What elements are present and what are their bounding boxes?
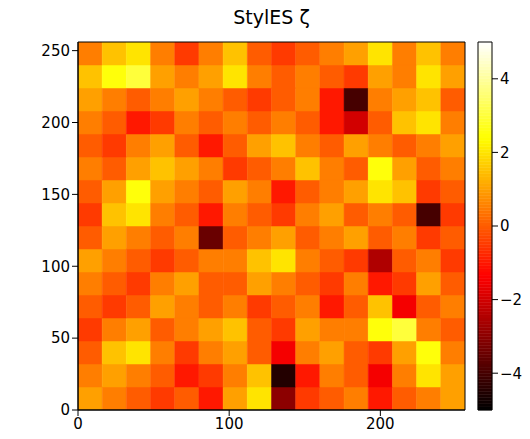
svg-text:50: 50 (51, 329, 70, 347)
svg-text:200: 200 (366, 415, 395, 433)
svg-text:0: 0 (60, 401, 70, 419)
svg-text:100: 100 (215, 415, 244, 433)
svg-text:150: 150 (41, 186, 70, 204)
svg-text:200: 200 (41, 114, 70, 132)
svg-text:0: 0 (73, 415, 83, 433)
svg-text:−2: −2 (500, 291, 522, 309)
svg-text:250: 250 (41, 42, 70, 60)
svg-text:−4: −4 (500, 365, 522, 383)
svg-text:100: 100 (41, 258, 70, 276)
svg-text:2: 2 (500, 144, 510, 162)
svg-text:0: 0 (500, 217, 510, 235)
html-text:StylES ζ: StylES ζ (233, 6, 310, 28)
svg-text:4: 4 (500, 70, 510, 88)
